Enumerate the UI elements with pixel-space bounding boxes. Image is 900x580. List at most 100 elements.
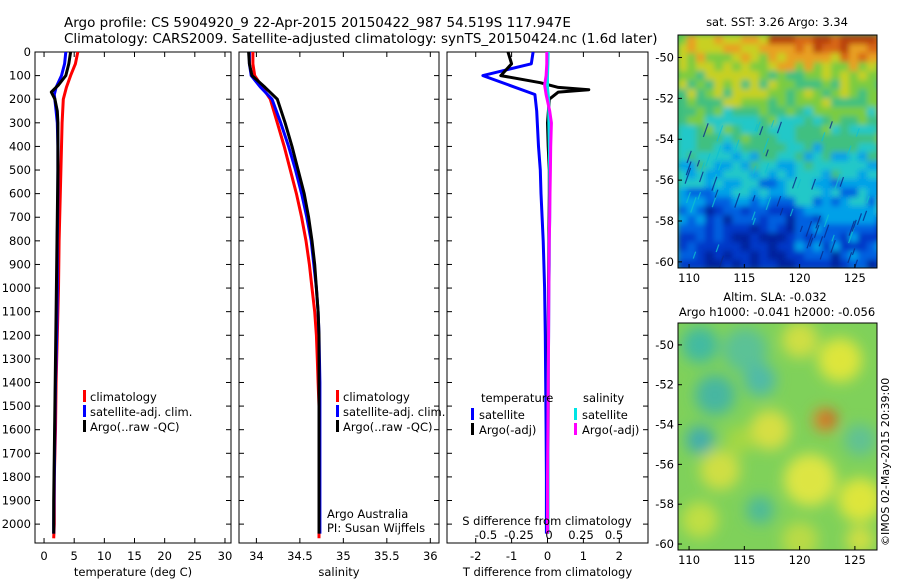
sst-cell (687, 233, 697, 243)
sst-cell (804, 134, 814, 144)
series-line (247, 51, 321, 534)
sst-cell (822, 116, 832, 126)
sst-cell (795, 251, 805, 261)
sst-cell (822, 242, 832, 252)
sst-streak (759, 126, 764, 136)
map-y-tick-label: -60 (655, 255, 674, 269)
sst-streak (830, 239, 836, 253)
x-tick-label: 34.5 (287, 549, 313, 563)
sst-cell (813, 215, 823, 225)
sst-streak (685, 161, 692, 176)
sst-cell (741, 152, 751, 162)
sst-cell (849, 44, 859, 54)
sst-streak (846, 145, 852, 157)
sst-cell (795, 116, 805, 126)
sst-cell (705, 98, 715, 108)
sst-cell (822, 107, 832, 117)
series-line (543, 52, 553, 534)
sst-cell (777, 170, 787, 180)
sst-streak (819, 250, 824, 260)
sst-cell (813, 89, 823, 99)
sst-cell (786, 179, 796, 189)
sst-cell (822, 161, 832, 171)
sst-cell (714, 251, 724, 261)
sst-cell (777, 107, 787, 117)
sst-streak (752, 217, 756, 225)
sst-cell (858, 224, 868, 234)
sst-cell (750, 35, 760, 45)
sst-cell (858, 161, 868, 171)
sst-cell (849, 170, 859, 180)
sst-streak (851, 219, 857, 232)
sst-cell (849, 71, 859, 81)
legend-header: temperature (481, 391, 553, 405)
sst-cell (732, 188, 742, 198)
sst-cell (759, 188, 769, 198)
sst-cell (759, 44, 769, 54)
sst-streak (770, 119, 775, 128)
sst-cell (696, 143, 706, 153)
sst-cell (696, 98, 706, 108)
sst-cell (867, 134, 877, 144)
sst-streak (684, 167, 692, 184)
sst-cell (759, 89, 769, 99)
sst-cell (777, 215, 787, 225)
map-y-tick-label: -56 (655, 457, 674, 471)
sst-streak (752, 194, 756, 202)
sst-cell (750, 161, 760, 171)
sst-cell (759, 152, 769, 162)
sst-cell (705, 35, 715, 45)
sst-streak (831, 234, 835, 242)
sst-cell (804, 251, 814, 261)
sst-cell (759, 170, 769, 180)
sst-cell (696, 35, 706, 45)
sst-cell (678, 170, 688, 180)
sst-cell (858, 179, 868, 189)
sst-streak (829, 121, 833, 129)
sst-cell (795, 44, 805, 54)
sst-cell (714, 107, 724, 117)
sst-cell (723, 215, 733, 225)
sst-cell (840, 260, 850, 268)
sst-cell (759, 62, 769, 72)
sst-cell (741, 107, 751, 117)
sst-cell (858, 53, 868, 63)
sst-cell (732, 53, 742, 63)
sst-cell (741, 242, 751, 252)
sst-cell (732, 179, 742, 189)
sst-cell (678, 251, 688, 261)
sst-streak (818, 236, 824, 247)
sst-cell (858, 251, 868, 261)
sla-blob (726, 426, 754, 454)
sst-cell (867, 98, 877, 108)
sst-cell (804, 170, 814, 180)
sst-cell (750, 152, 760, 162)
sst-cell (813, 98, 823, 108)
sst-cell (714, 206, 724, 216)
sst-cell (849, 179, 859, 189)
sst-cell (822, 125, 832, 135)
sst-cell (822, 89, 832, 99)
sst-cell (840, 134, 850, 144)
sst-cell (831, 152, 841, 162)
x-axis-label: salinity (318, 565, 359, 579)
sla-blob (846, 526, 874, 550)
sst-cell (867, 53, 877, 63)
sst-cell (840, 89, 850, 99)
sst-cell (750, 134, 760, 144)
sst-cell (858, 170, 868, 180)
sst-cell (696, 161, 706, 171)
sst-cell (705, 197, 715, 207)
sst-cell (813, 260, 823, 268)
sst-cell (759, 260, 769, 268)
sst-cell (858, 260, 868, 268)
sst-cell (723, 71, 733, 81)
sst-cell (804, 215, 814, 225)
sst-cell (840, 233, 850, 243)
sst-cell (777, 143, 787, 153)
sst-cell (867, 251, 877, 261)
sst-cell (786, 143, 796, 153)
legend-swatch (574, 423, 577, 435)
sla-blob (838, 478, 877, 522)
sst-cell (777, 152, 787, 162)
